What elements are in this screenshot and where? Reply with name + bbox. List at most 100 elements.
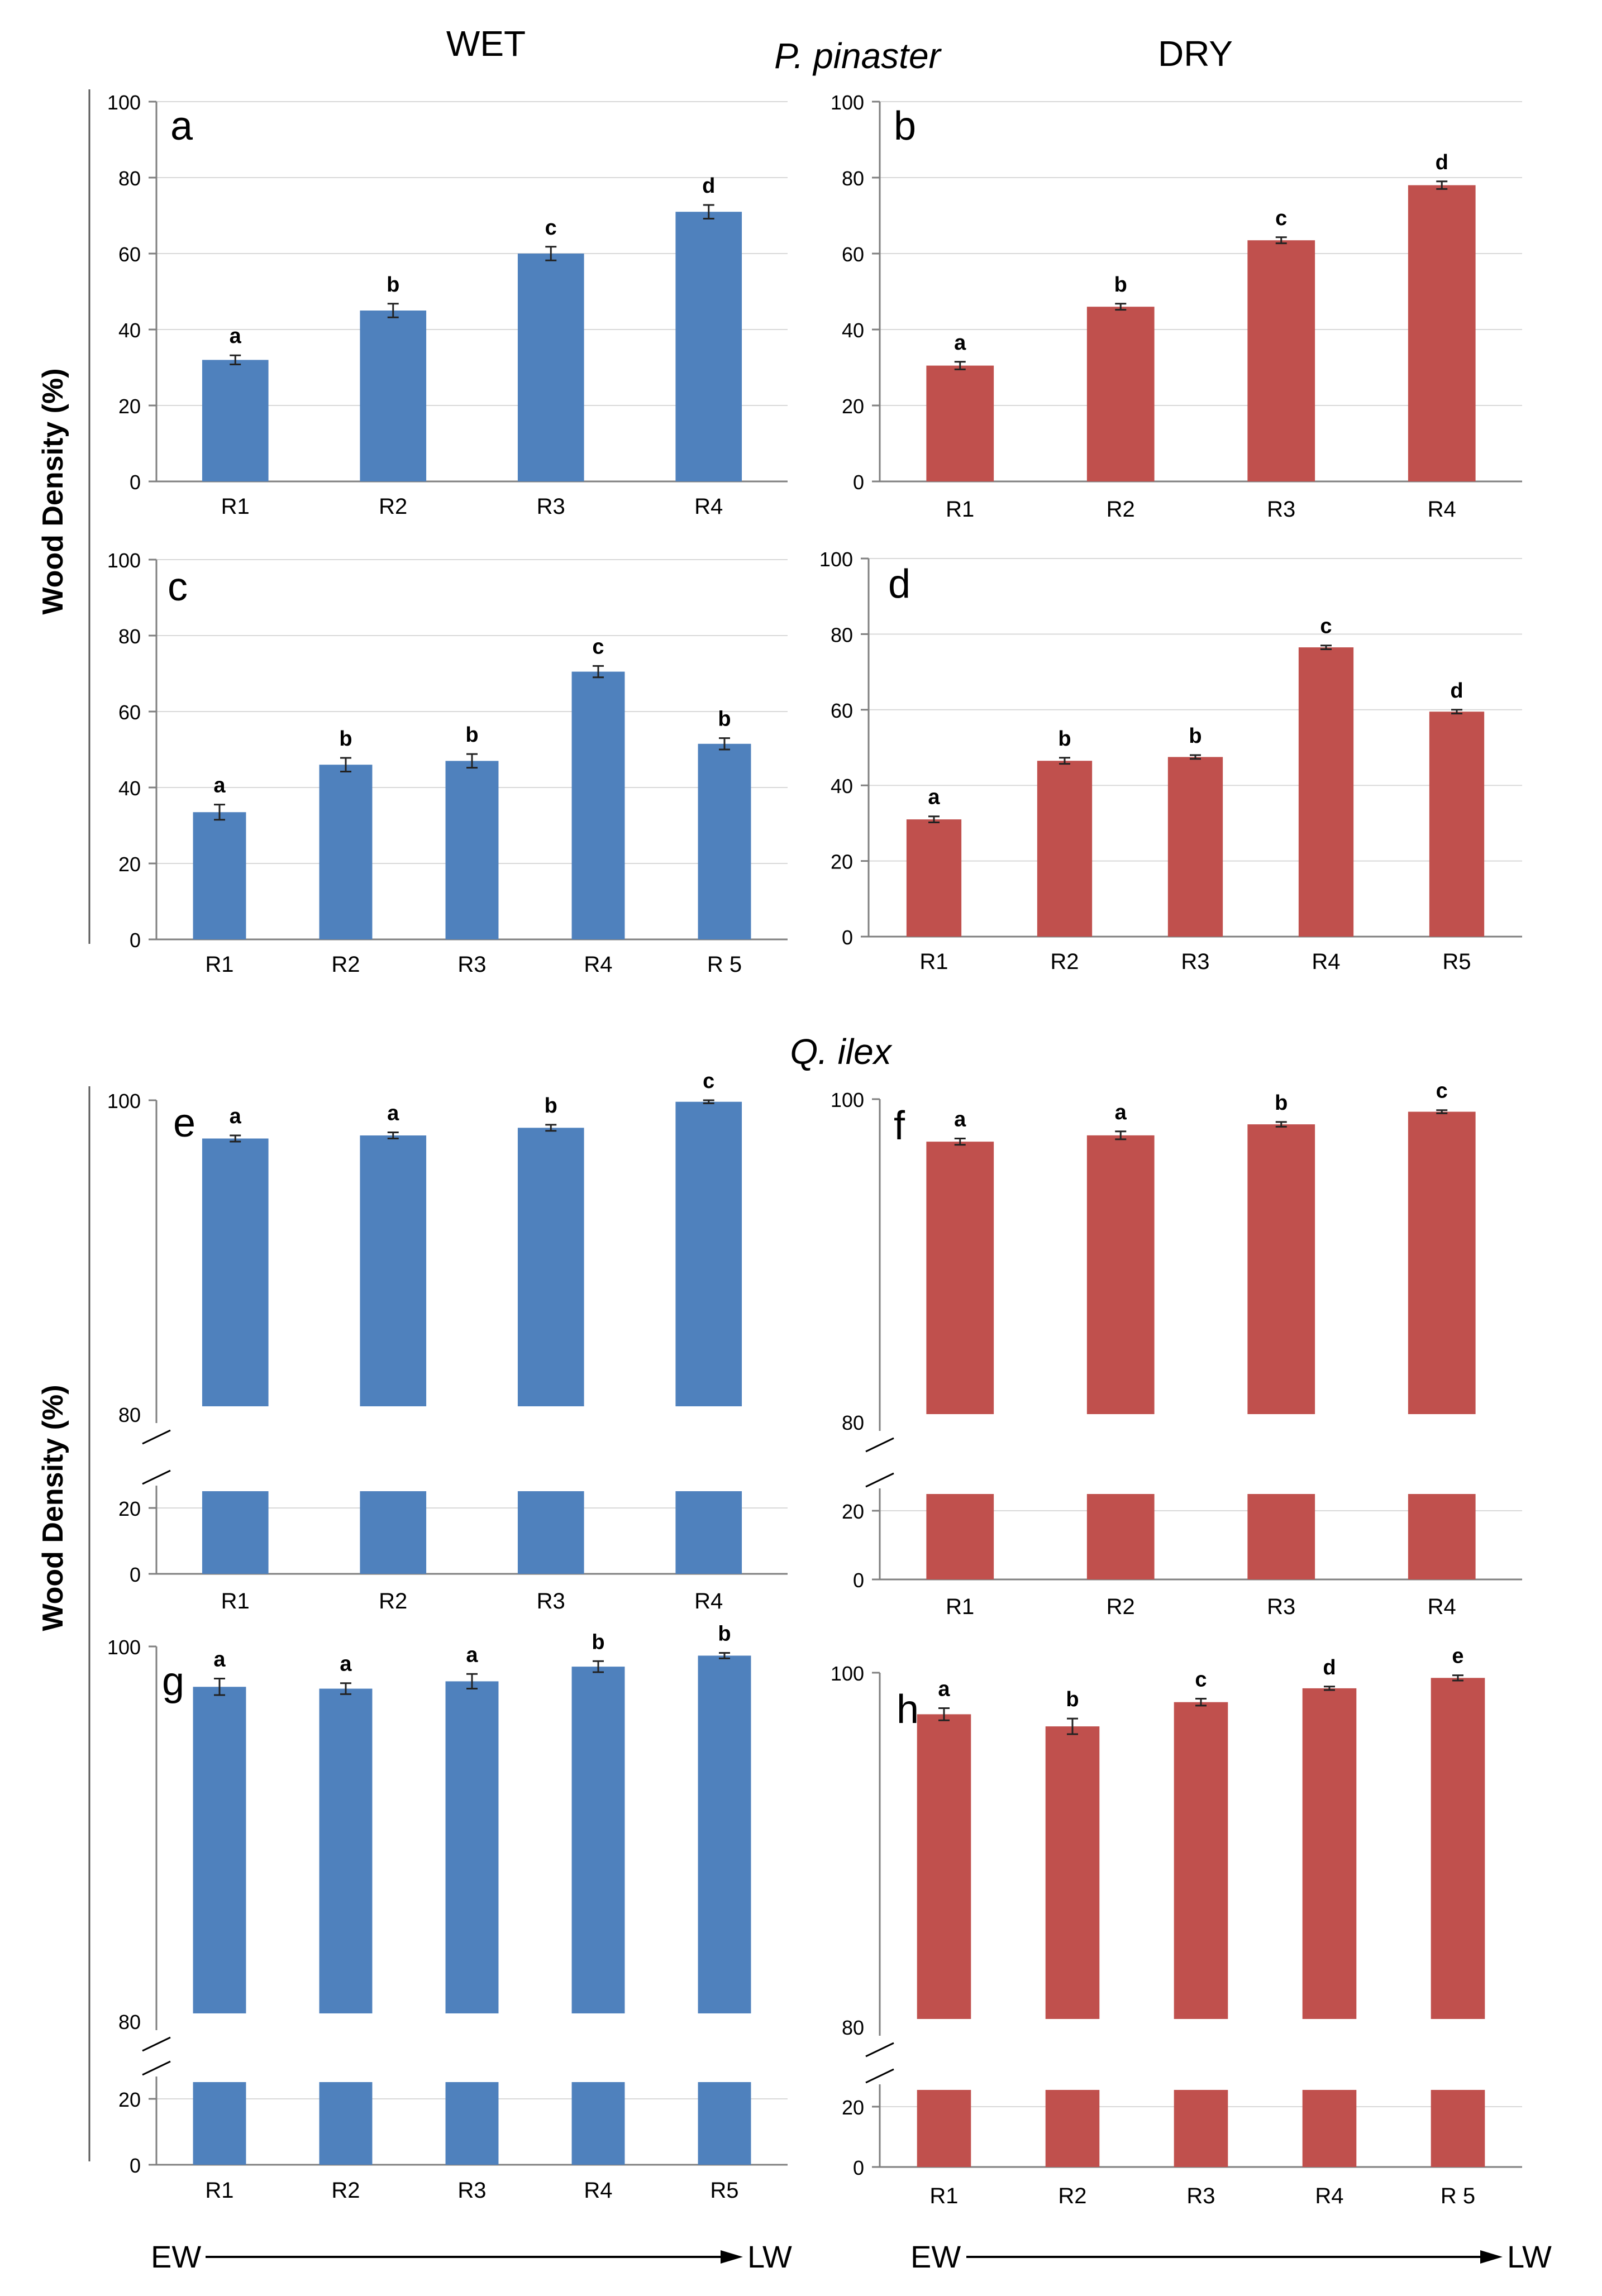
- gradient-arrow-dry: EW LW: [910, 2239, 1552, 2274]
- bar: [1037, 761, 1093, 937]
- x-category-label: R2: [331, 2178, 360, 2203]
- y-tick-label: 40: [842, 319, 864, 342]
- panel-label: a: [170, 104, 193, 149]
- panel-label: e: [173, 1101, 196, 1145]
- significance-letter: b: [1275, 1091, 1288, 1115]
- bar-lower-segment: [1045, 2090, 1100, 2167]
- y-tick-label: 0: [842, 926, 853, 949]
- significance-letter: c: [1436, 1080, 1448, 1103]
- panel-label: h: [897, 1687, 919, 1732]
- significance-letter: a: [213, 1648, 226, 1671]
- bar: [360, 311, 427, 481]
- bar: [926, 1142, 994, 1414]
- x-category-label: R4: [584, 2178, 612, 2203]
- y-tick-label: 60: [118, 243, 141, 266]
- x-category-label: R4: [1312, 949, 1340, 974]
- significance-letter: a: [954, 331, 966, 355]
- bar-lower-segment: [517, 1491, 584, 1574]
- x-category-label: R4: [1315, 2184, 1343, 2208]
- y-tick-label: 80: [842, 1411, 864, 1434]
- x-category-label: R1: [919, 949, 948, 974]
- y-tick-label: 20: [842, 1500, 864, 1523]
- axis-break-mark: [865, 2042, 894, 2058]
- significance-letter: b: [1114, 273, 1127, 297]
- x-category-label: R2: [331, 952, 360, 977]
- x-category-label: R4: [1428, 497, 1456, 522]
- x-category-label: R2: [379, 494, 407, 519]
- y-tick-label: 60: [118, 701, 141, 724]
- gradient-arrow-head: [721, 2250, 743, 2264]
- y-tick-label: 20: [118, 1497, 141, 1520]
- y-axis-label-bottom: Wood Density (%): [37, 1385, 69, 1631]
- bar: [193, 1687, 246, 2013]
- significance-letter: a: [954, 1108, 966, 1132]
- species-title-pinaster: P. pinaster: [774, 36, 942, 76]
- bar: [202, 360, 269, 481]
- x-category-label: R2: [1107, 497, 1135, 522]
- significance-letter: a: [387, 1102, 399, 1125]
- bar: [926, 365, 994, 481]
- x-category-label: R 5: [1441, 2184, 1475, 2208]
- y-tick-label: 100: [107, 1636, 141, 1659]
- y-tick-label: 20: [118, 853, 141, 876]
- chart-a: 0 20 40 60 80 100 a a R1 b R2 c R3 d R4: [107, 91, 788, 519]
- significance-letter: a: [938, 1678, 950, 1701]
- y-tick-label: 20: [842, 2096, 864, 2119]
- x-category-label: R1: [205, 2178, 233, 2203]
- bar: [1174, 1702, 1228, 2019]
- significance-letter: c: [1195, 1668, 1207, 1692]
- bar: [1298, 647, 1354, 937]
- y-tick-label: 100: [831, 1662, 864, 1685]
- chart-g: 100 80 20 0 g a R1 a R2 a R3 b R4 b R5: [107, 1622, 788, 2203]
- gradient-start-label: EW: [910, 2239, 961, 2274]
- y-tick-label: 0: [853, 1569, 864, 1592]
- chart-b: 0 20 40 60 80 100 b a R1 b R2 c R3 d R4: [831, 91, 1522, 522]
- x-category-label: R3: [537, 1589, 565, 1614]
- bar: [1408, 185, 1476, 482]
- significance-letter: a: [213, 774, 226, 798]
- bar-lower-segment: [1086, 1494, 1155, 1579]
- bar: [1429, 712, 1485, 937]
- y-tick-label: 100: [831, 91, 864, 114]
- significance-letter: a: [340, 1653, 352, 1676]
- significance-letter: c: [703, 1070, 714, 1093]
- significance-letter: d: [1323, 1656, 1336, 1679]
- panel-label: b: [894, 104, 916, 149]
- significance-letter: d: [1436, 151, 1448, 174]
- significance-letter: b: [592, 1630, 604, 1654]
- x-category-label: R1: [929, 2184, 958, 2208]
- bar: [698, 1655, 751, 2013]
- significance-letter: c: [1320, 615, 1332, 638]
- bar: [445, 1681, 499, 2013]
- y-tick-label: 80: [831, 623, 853, 646]
- bar: [698, 743, 751, 939]
- x-category-label: R5: [1442, 949, 1471, 974]
- x-category-label: R2: [379, 1589, 407, 1614]
- significance-letter: d: [1450, 679, 1463, 703]
- y-tick-label: 20: [118, 395, 141, 418]
- x-category-label: R2: [1107, 1595, 1135, 1619]
- significance-letter: b: [387, 273, 399, 297]
- axis-break-mark: [142, 2060, 171, 2076]
- y-tick-label: 0: [853, 471, 864, 494]
- significance-letter: c: [545, 216, 557, 240]
- y-tick-label: 60: [831, 699, 853, 722]
- bar-lower-segment: [571, 2082, 625, 2165]
- significance-letter: a: [230, 1105, 242, 1128]
- x-category-label: R2: [1050, 949, 1079, 974]
- y-tick-label: 40: [118, 777, 141, 800]
- bar: [319, 1688, 373, 2013]
- panel-label: f: [894, 1104, 905, 1148]
- significance-letter: d: [702, 174, 715, 198]
- x-category-label: R4: [694, 1589, 723, 1614]
- bar: [445, 761, 499, 939]
- x-category-label: R1: [946, 497, 974, 522]
- y-tick-label: 80: [842, 2016, 864, 2039]
- y-tick-label: 80: [842, 167, 864, 190]
- wet-header: WET: [446, 23, 526, 64]
- bar: [1247, 240, 1315, 481]
- bar: [1302, 1688, 1357, 2019]
- y-tick-label: 60: [842, 243, 864, 266]
- bar-lower-segment: [926, 1494, 994, 1579]
- x-category-label: R5: [710, 2178, 738, 2203]
